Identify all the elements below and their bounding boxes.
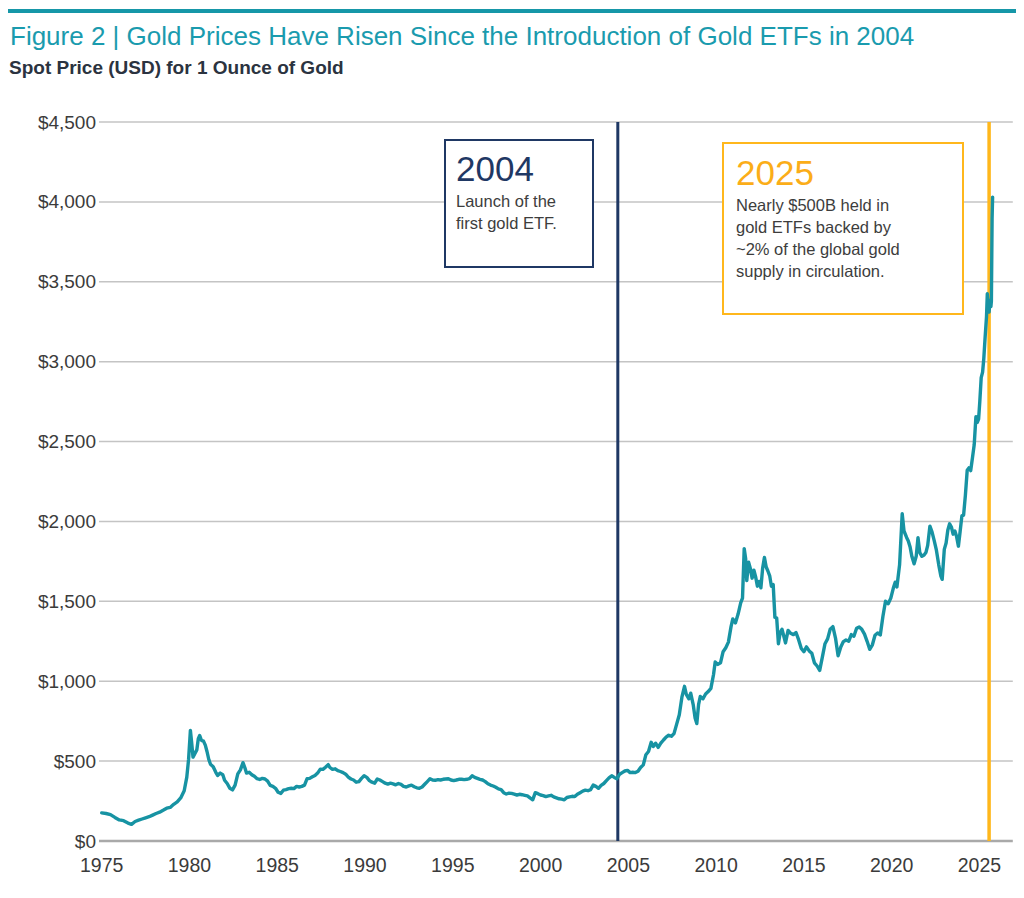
y-axis-tick-label: $3,500 <box>38 271 96 292</box>
y-axis-tick-label: $0 <box>75 831 96 852</box>
y-axis-tick-label: $2,500 <box>38 431 96 452</box>
x-axis-tick-label: 1975 <box>80 854 124 876</box>
x-axis-tick-label: 2015 <box>782 854 826 876</box>
y-axis-tick-label: $4,500 <box>38 112 96 133</box>
x-axis-tick-label: 2000 <box>519 854 563 876</box>
x-axis-tick-label: 1980 <box>168 854 212 876</box>
y-axis-tick-label: $4,000 <box>38 191 96 212</box>
y-axis-tick-label: $500 <box>54 751 96 772</box>
annotation-2004-year: 2004 <box>456 149 582 188</box>
y-axis-tick-label: $1,000 <box>38 671 96 692</box>
x-axis-tick-label: 1990 <box>343 854 387 876</box>
annotation-2025-text: Nearly $500B held in gold ETFs backed by… <box>736 195 950 283</box>
annotation-2004-text: Launch of the first gold ETF. <box>456 191 582 235</box>
gold-price-line-chart: $0 $500 $1,000 $1,500 $2,000 $2,500 $3,000 $3,5… <box>0 0 1024 898</box>
y-axis-tick-label: $1,500 <box>38 591 96 612</box>
y-axis-tick-label: $3,000 <box>38 351 96 372</box>
annotation-box-2025: 2025 Nearly $500B held in gold ETFs back… <box>722 142 964 315</box>
x-axis-tick-label: 2010 <box>694 854 738 876</box>
x-axis-tick-label: 2005 <box>607 854 651 876</box>
annotation-box-2004: 2004 Launch of the first gold ETF. <box>444 139 594 268</box>
x-axis-tick-label: 1985 <box>256 854 300 876</box>
annotation-2025-year: 2025 <box>736 153 950 192</box>
figure-2-gold-price-chart-page: Figure 2 | Gold Prices Have Risen Since … <box>0 0 1024 898</box>
x-axis-tick-label: 2025 <box>958 854 1002 876</box>
y-axis-tick-label: $2,000 <box>38 511 96 532</box>
x-axis-tick-label: 1995 <box>431 854 475 876</box>
x-axis-tick-label: 2020 <box>870 854 914 876</box>
